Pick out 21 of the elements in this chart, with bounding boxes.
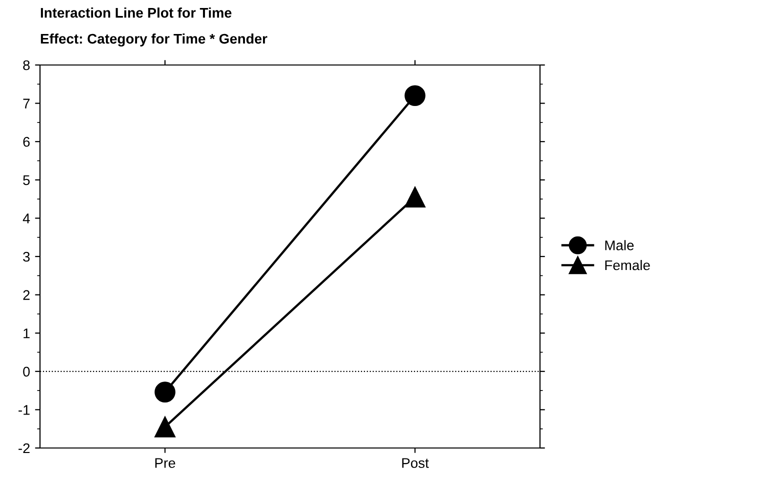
y-tick-label: 8 bbox=[23, 60, 30, 70]
point bbox=[404, 85, 426, 106]
x-tick-label: Pre bbox=[155, 458, 176, 468]
y-tick-label: 1 bbox=[24, 328, 30, 338]
point bbox=[154, 382, 176, 402]
legend-label: Female bbox=[605, 260, 650, 270]
y-tick-label: 2 bbox=[23, 290, 30, 300]
y-tick-label: 5 bbox=[23, 175, 30, 186]
y-tick-label: -1 bbox=[18, 405, 30, 415]
y-tick-label: 4 bbox=[22, 214, 30, 224]
y-tick-label: 7 bbox=[23, 98, 30, 108]
y-tick-label: -2 bbox=[18, 443, 30, 454]
x-tick-label: Post bbox=[402, 458, 429, 468]
y-tick-label: 0 bbox=[23, 366, 30, 377]
y-tick-label: 6 bbox=[23, 136, 30, 147]
point bbox=[154, 416, 176, 438]
y-tick-label: 3 bbox=[23, 252, 30, 262]
legend-label: Male bbox=[605, 240, 634, 250]
point bbox=[404, 186, 426, 208]
chart-title: Interaction Line Plot for Time bbox=[40, 8, 232, 18]
chart-subtitle: Effect: Category for Time * Gender bbox=[40, 33, 268, 47]
